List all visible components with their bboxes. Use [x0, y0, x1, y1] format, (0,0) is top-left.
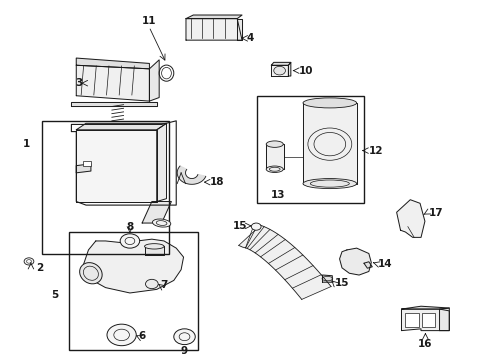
Text: 16: 16 [417, 338, 432, 348]
Polygon shape [401, 306, 448, 309]
Polygon shape [363, 262, 371, 268]
Polygon shape [149, 60, 159, 101]
Text: 1: 1 [22, 139, 30, 149]
Polygon shape [185, 15, 242, 19]
Text: 18: 18 [209, 177, 224, 187]
Text: 14: 14 [377, 259, 391, 269]
Bar [69, 232, 198, 350]
Text: 7: 7 [160, 280, 168, 290]
Ellipse shape [303, 179, 356, 189]
Ellipse shape [303, 98, 356, 108]
Polygon shape [144, 246, 163, 255]
Polygon shape [288, 62, 290, 76]
Text: 15: 15 [334, 278, 348, 288]
Polygon shape [71, 102, 157, 107]
Polygon shape [76, 123, 166, 130]
Text: 3: 3 [75, 78, 82, 88]
Polygon shape [76, 58, 149, 69]
Bar [82, 161, 91, 166]
Text: 5: 5 [51, 291, 58, 301]
Text: 15: 15 [232, 221, 246, 231]
Text: 9: 9 [181, 346, 188, 356]
Circle shape [107, 324, 136, 346]
Polygon shape [76, 130, 157, 202]
Polygon shape [303, 103, 356, 184]
Circle shape [273, 66, 285, 75]
Ellipse shape [152, 219, 170, 227]
Bar [422, 314, 434, 327]
Polygon shape [237, 19, 242, 40]
Circle shape [120, 234, 140, 248]
Polygon shape [439, 308, 448, 330]
Polygon shape [142, 202, 171, 223]
Polygon shape [271, 62, 290, 65]
Polygon shape [339, 248, 370, 275]
Text: 11: 11 [142, 16, 156, 26]
Ellipse shape [265, 141, 283, 147]
Polygon shape [83, 239, 183, 293]
Circle shape [145, 279, 158, 289]
Polygon shape [76, 164, 91, 173]
Ellipse shape [80, 263, 102, 284]
Bar [42, 121, 168, 253]
Text: 13: 13 [270, 190, 285, 200]
Bar [405, 314, 418, 327]
Polygon shape [401, 309, 448, 330]
Ellipse shape [265, 166, 283, 172]
Polygon shape [266, 144, 283, 169]
Ellipse shape [144, 244, 163, 249]
Polygon shape [322, 275, 331, 282]
Polygon shape [271, 65, 288, 76]
Bar [256, 96, 363, 203]
Circle shape [24, 258, 34, 265]
Polygon shape [76, 65, 149, 101]
Text: 2: 2 [36, 263, 43, 273]
Polygon shape [157, 123, 166, 202]
Circle shape [173, 329, 195, 345]
Polygon shape [185, 19, 242, 40]
Circle shape [251, 223, 261, 230]
Polygon shape [396, 200, 424, 237]
Text: 17: 17 [427, 208, 442, 218]
Text: 10: 10 [299, 66, 313, 76]
Text: 12: 12 [368, 145, 383, 156]
Text: 6: 6 [139, 331, 145, 341]
Text: 8: 8 [126, 222, 133, 232]
Text: 4: 4 [246, 33, 254, 43]
Polygon shape [238, 224, 330, 300]
Polygon shape [177, 166, 205, 184]
